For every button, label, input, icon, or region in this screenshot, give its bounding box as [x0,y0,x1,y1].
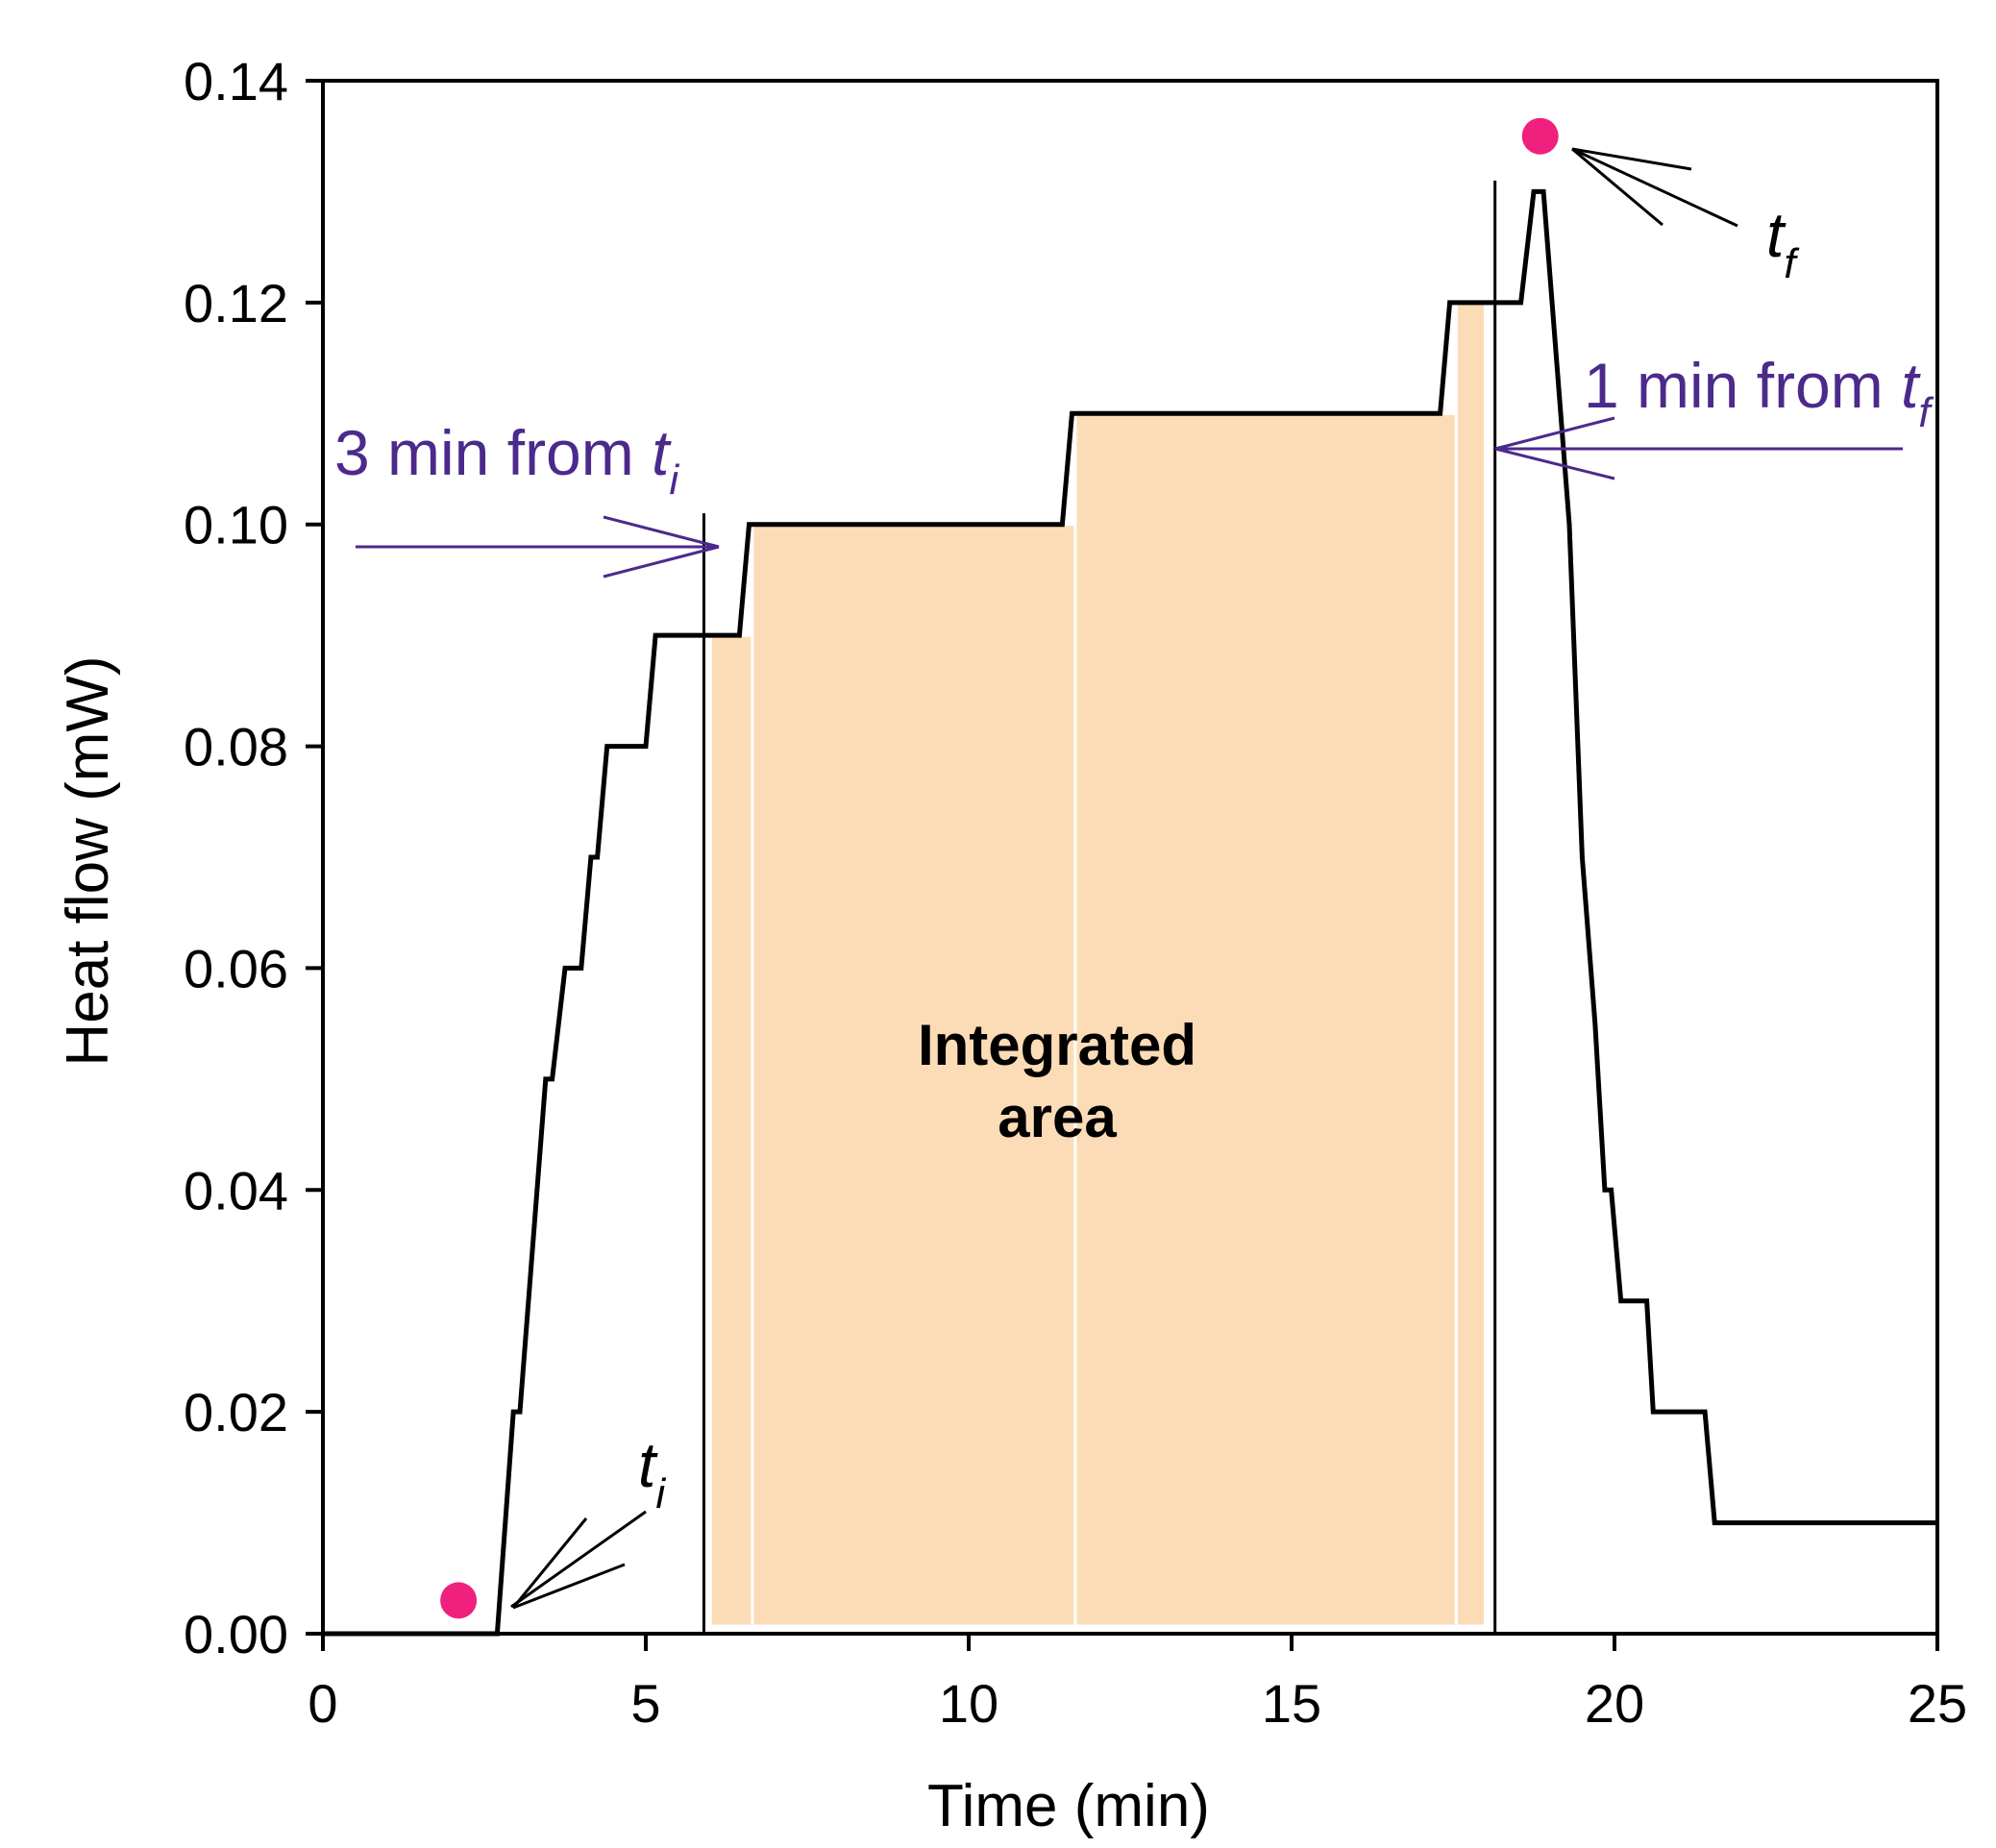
arrow-to-tf [1571,147,1738,228]
y-tick-label-4: 0.08 [184,717,288,777]
three-min-var: t [652,417,672,488]
y-axis-title: Heat flow (mW) [55,655,121,1066]
y-tick-label-2: 0.04 [184,1160,288,1220]
arrow-to-ti [510,1510,647,1610]
tf-label: tf [1766,199,1800,287]
marker-0 [440,1582,478,1619]
y-tick-label-1: 0.02 [184,1382,288,1442]
y-tick-label-0: 0.00 [184,1604,288,1664]
ti-label-sub: i [655,1470,666,1517]
integrated-area-label-line2: area [998,1085,1117,1149]
integrated-area-bar-1 [751,523,1077,1628]
boundary-lines [702,180,1497,1634]
one-min-var: t [1901,350,1921,421]
integrated-area-bars [708,301,1488,1628]
x-tick-label-5: 25 [1908,1673,1967,1734]
y-tick-label-5: 0.10 [184,495,288,555]
y-tick-label-3: 0.06 [184,938,288,998]
x-axis-ticks: 0 5 10 15 20 25 [308,1634,1967,1734]
x-tick-label-3: 15 [1262,1673,1321,1734]
integrated-area-bar-3 [1454,301,1488,1628]
x-tick-label-2: 10 [939,1673,998,1734]
y-axis-ticks: 0.00 0.02 0.04 0.06 0.08 0.10 0.12 0.14 [184,51,323,1664]
series-layer [323,188,1937,1637]
x-tick-label-0: 0 [308,1673,337,1734]
markers [440,117,1559,1619]
x-tick-label-4: 20 [1585,1673,1644,1734]
plot-frame [321,79,1939,1636]
x-axis-title: Time (min) [927,1773,1210,1839]
three-min-sub: i [669,456,679,504]
integrated-area-label-line1: Integrated [918,1013,1196,1077]
ti-label: ti [638,1429,666,1517]
one-min-sub: f [1918,389,1934,436]
x-tick-label-1: 5 [630,1673,660,1734]
arrow-three-min [356,515,720,579]
three-min-annotation: 3 min from ti [334,417,679,504]
y-tick-label-6: 0.12 [184,273,288,333]
series-line-0 [323,188,1937,1637]
one-min-annotation: 1 min from tf [1584,350,1934,436]
one-min-text: 1 min from [1584,350,1901,421]
axes [321,79,1939,1636]
arrow-one-min [1494,416,1903,480]
y-tick-label-7: 0.14 [184,51,288,111]
ti-label-main: t [638,1429,658,1500]
tf-label-sub: f [1784,240,1800,287]
marker-1 [1521,117,1559,155]
three-min-text: 3 min from [334,417,652,488]
tf-label-main: t [1766,199,1787,270]
